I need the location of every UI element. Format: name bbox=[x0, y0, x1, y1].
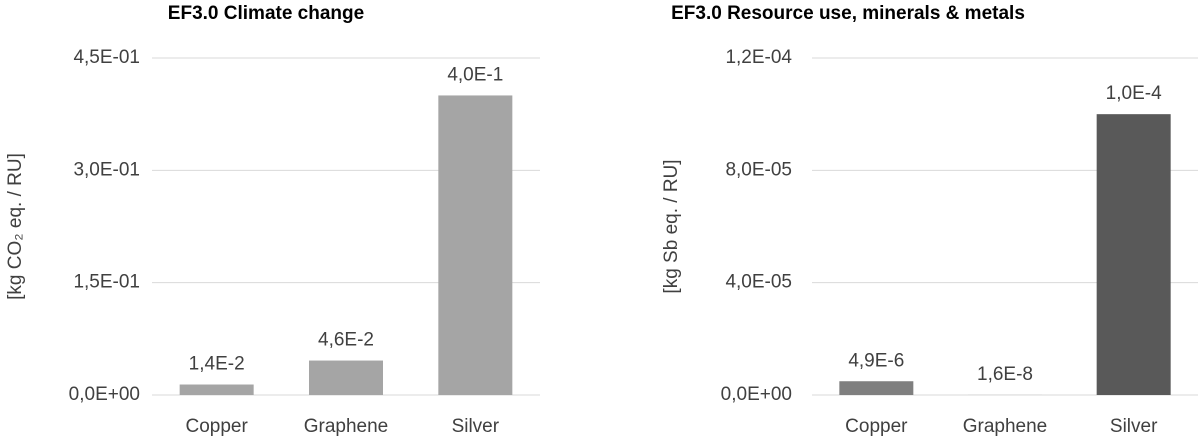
bar bbox=[839, 381, 913, 395]
y-tick-label: 3,0E-01 bbox=[73, 159, 140, 180]
y-axis-label: [kg CO₂ eq. / RU] bbox=[5, 153, 26, 300]
x-tick-label: Copper bbox=[845, 416, 908, 437]
bar bbox=[1097, 114, 1171, 395]
y-tick-label: 8,0E-05 bbox=[725, 159, 792, 180]
y-tick-label: 4,0E-05 bbox=[725, 272, 792, 293]
x-tick-label: Silver bbox=[1110, 416, 1158, 437]
x-tick-label: Graphene bbox=[304, 416, 389, 437]
value-label: 4,9E-6 bbox=[848, 350, 904, 371]
chart-title: EF3.0 Resource use, minerals & metals bbox=[671, 3, 1025, 24]
bar bbox=[309, 361, 383, 395]
bar bbox=[438, 95, 512, 395]
y-tick-label: 1,5E-01 bbox=[73, 272, 140, 293]
y-tick-label: 0,0E+00 bbox=[69, 384, 140, 405]
value-label: 1,0E-4 bbox=[1106, 83, 1162, 104]
x-tick-label: Copper bbox=[186, 416, 249, 437]
x-tick-label: Graphene bbox=[963, 416, 1048, 437]
value-label: 4,6E-2 bbox=[318, 330, 374, 351]
y-tick-label: 0,0E+00 bbox=[721, 384, 792, 405]
y-tick-label: 4,5E-01 bbox=[73, 47, 140, 68]
value-label: 1,6E-8 bbox=[977, 364, 1033, 385]
value-label: 4,0E-1 bbox=[447, 64, 503, 85]
y-axis-label: [kg Sb eq. / RU] bbox=[661, 159, 682, 293]
chart-title: EF3.0 Climate change bbox=[168, 3, 364, 24]
value-label: 1,4E-2 bbox=[189, 354, 245, 375]
bar bbox=[180, 385, 254, 395]
x-tick-label: Silver bbox=[452, 416, 500, 437]
y-tick-label: 1,2E-04 bbox=[725, 47, 792, 68]
